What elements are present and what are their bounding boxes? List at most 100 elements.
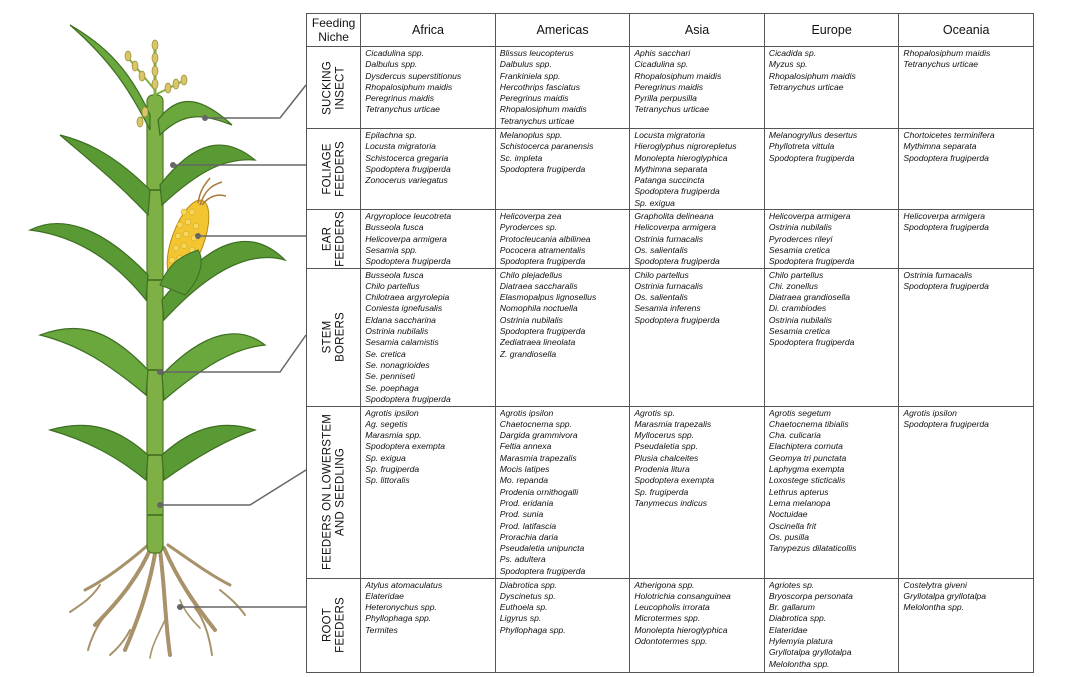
species-name: Chilo partellus xyxy=(634,269,689,280)
header-niche-line-1: Feeding xyxy=(311,16,356,30)
species-name: Chilo partellus xyxy=(768,269,824,280)
species-name: Lema melanopa xyxy=(768,497,831,508)
cell-oceania: Costelytra giveni Gryllotalpa gryllotalpa… xyxy=(898,577,1034,673)
niche-label-line: FOLIAGE xyxy=(321,143,334,195)
species-name: Ostrinia nubilalis xyxy=(365,326,429,337)
species-name: Hercothrips fasciatus xyxy=(499,81,581,92)
species-name: Melolontha spp. xyxy=(768,658,830,669)
species-name: Ostrinia nubilalis xyxy=(499,314,563,325)
species-name: Tetranychus urticae xyxy=(365,104,440,115)
cell-africa: Argyroploce leucotreta Busseola fusca Heli… xyxy=(360,209,496,269)
species-name: Heteronychus spp. xyxy=(365,602,437,613)
species-name: Ag. segetis xyxy=(365,418,408,429)
species-name: Blissus leucopterus xyxy=(499,48,574,58)
species-name: Rhopalosiphum maidis xyxy=(365,81,453,92)
species-name: Spodoptera frugiperda xyxy=(634,186,720,197)
species-name: Dargida grammivora xyxy=(499,430,578,441)
species-name: Cicadida sp. xyxy=(768,48,817,58)
species-name: Helicoverpa armigera xyxy=(903,211,986,222)
species-name: Spodoptera exempta xyxy=(634,475,715,486)
species-name: Gryllotalpa gryllotalpa xyxy=(903,590,987,601)
niche-label-line: EAR xyxy=(321,226,334,251)
niche-label: ROOT FEEDERS xyxy=(321,597,346,653)
row-stem-borers: STEM BORERS Busseola fusca Chilo partellus C… xyxy=(305,267,1034,407)
species-name: Sesamia cretica xyxy=(768,326,830,337)
species-name: Spodoptera frugiperda xyxy=(365,163,451,174)
tassel xyxy=(124,39,188,128)
niche-label-line: SUCKING xyxy=(321,60,334,115)
species-name: Marasmia spp. xyxy=(365,430,422,441)
species-name: Locusta migratoria xyxy=(365,141,436,152)
species-name: Noctuidae xyxy=(768,509,808,520)
species-name: Sp. exigua xyxy=(365,452,406,463)
species-name: Myzus sp. xyxy=(768,59,808,70)
niche-label-line: BORERS xyxy=(333,312,346,362)
species-name: Rhopalosiphum maidis xyxy=(768,70,856,81)
niche-label: FOLIAGE FEEDERS xyxy=(321,141,346,197)
species-name: Tetranychus urticae xyxy=(634,104,709,115)
species-name: Phyllophaga spp. xyxy=(499,624,566,635)
header-africa: Africa xyxy=(360,13,496,47)
cell-oceania: Agrotis ipsilon Spodoptera frugiperda xyxy=(898,405,1034,579)
niche-label: FEEDERS ON LOWERSTEM AND SEEDLING xyxy=(321,414,346,570)
species-name: Spodoptera frugiperda xyxy=(499,326,586,337)
species-name: Nomophila noctuella xyxy=(499,303,578,314)
species-name: Atylus atomaculatus xyxy=(365,579,443,590)
species-name: Phyllophaga spp. xyxy=(365,613,432,624)
species-name: Zonocerus variegatus xyxy=(365,175,448,186)
species-name: Chilotraea argyrolepia xyxy=(365,292,450,303)
cell-americas: Diabrotica spp. Dyscinetus sp. Euthoela sp… xyxy=(494,577,631,673)
species-name: Phyllotreta vittula xyxy=(768,141,835,152)
species-name: Oscinella frit xyxy=(768,520,817,531)
species-name: Hylemyia platura xyxy=(768,636,833,647)
cell-africa: Agrotis ipsilon Ag. segetis Marasmia spp. S… xyxy=(360,405,496,579)
roots xyxy=(69,543,246,659)
species-name: Pococera atramentalis xyxy=(499,244,586,255)
species-name: Ostrinia furnacalis xyxy=(634,233,704,244)
species-name: Grapholita delineana xyxy=(634,211,714,222)
species-name: Chilo plejadellus xyxy=(499,269,563,280)
header-row: Feeding Niche Africa Americas Asia Europ… xyxy=(305,13,1034,47)
species-name: Locusta migratoria xyxy=(634,130,706,140)
species-name: Epilachna sp. xyxy=(365,130,417,140)
cell-americas: Melanoplus spp. Schistocerca paranensis Sc… xyxy=(494,127,631,211)
species-name: Prod. eridania xyxy=(499,497,554,508)
species-name: Spodoptera frugiperda xyxy=(903,222,989,233)
species-name: Frankiniela spp. xyxy=(499,70,561,81)
species-name: Zediatraea lineolata xyxy=(499,337,576,348)
species-name: Schistocerca paranensis xyxy=(499,141,594,152)
species-name: Dalbulus spp. xyxy=(499,59,552,70)
cell-oceania: Ostrinia furnacalis Spodoptera frugiperda xyxy=(898,267,1034,407)
species-name: Myllocerus spp. xyxy=(634,430,695,441)
species-name: Sp. frugiperda xyxy=(634,486,689,497)
species-name: Rhopalosiphum maidis xyxy=(499,104,587,115)
species-name: Spodoptera frugiperda xyxy=(768,337,855,348)
cell-europe: Helicoverpa armigera Ostrinia nubilalis Py… xyxy=(763,209,900,269)
species-name: Spodoptera frugiperda xyxy=(768,256,855,267)
cell-europe: Agriotes sp. Bryoscorpa personata Br. gall… xyxy=(763,577,900,673)
species-name: Schistocerca gregaria xyxy=(365,152,449,163)
species-name: Tanymecus indicus xyxy=(634,497,708,508)
species-name: Laphygma exempta xyxy=(768,464,845,475)
species-name: Geomya tri punctata xyxy=(768,452,847,463)
row-foliage-feeders: FOLIAGE FEEDERS Epilachna sp. Locusta migra… xyxy=(305,127,1034,211)
cell-europe: Melanogryllus desertus Phyllotreta vittul… xyxy=(763,127,900,211)
cell-africa: Cicadulina spp. Dalbulus spp. Dysdercus su… xyxy=(360,46,496,129)
leader-dots xyxy=(157,115,208,610)
species-name: Z. grandiosella xyxy=(499,348,557,359)
species-name: Spodoptera frugiperda xyxy=(903,280,989,291)
species-name: Helicoverpa armigera xyxy=(634,222,716,233)
species-name: Se. penniseti xyxy=(365,371,415,382)
species-name: Spodoptera frugiperda xyxy=(365,393,451,404)
cell-europe: Agrotis segetum Chaetocnema tibialis Cha. … xyxy=(763,405,900,579)
cell-africa: Atylus atomaculatus Elateridae Heteronychu… xyxy=(360,577,496,673)
species-name: Tetranychus urticae xyxy=(768,81,844,92)
species-name: Protocleucania albilinea xyxy=(499,233,591,244)
maize-plant-illustration xyxy=(27,24,307,659)
species-name: Sc. impleta xyxy=(499,152,543,163)
niche-label-cell: FEEDERS ON LOWERSTEM AND SEEDLING xyxy=(305,405,362,579)
species-name: Odontotermes spp. xyxy=(634,636,708,647)
cell-asia: Aphis sacchari Cicadulina sp. Rhopalosiphu… xyxy=(629,46,765,129)
species-name: Dalbulus spp. xyxy=(365,59,418,70)
species-name: Os. salientalis xyxy=(634,244,688,255)
